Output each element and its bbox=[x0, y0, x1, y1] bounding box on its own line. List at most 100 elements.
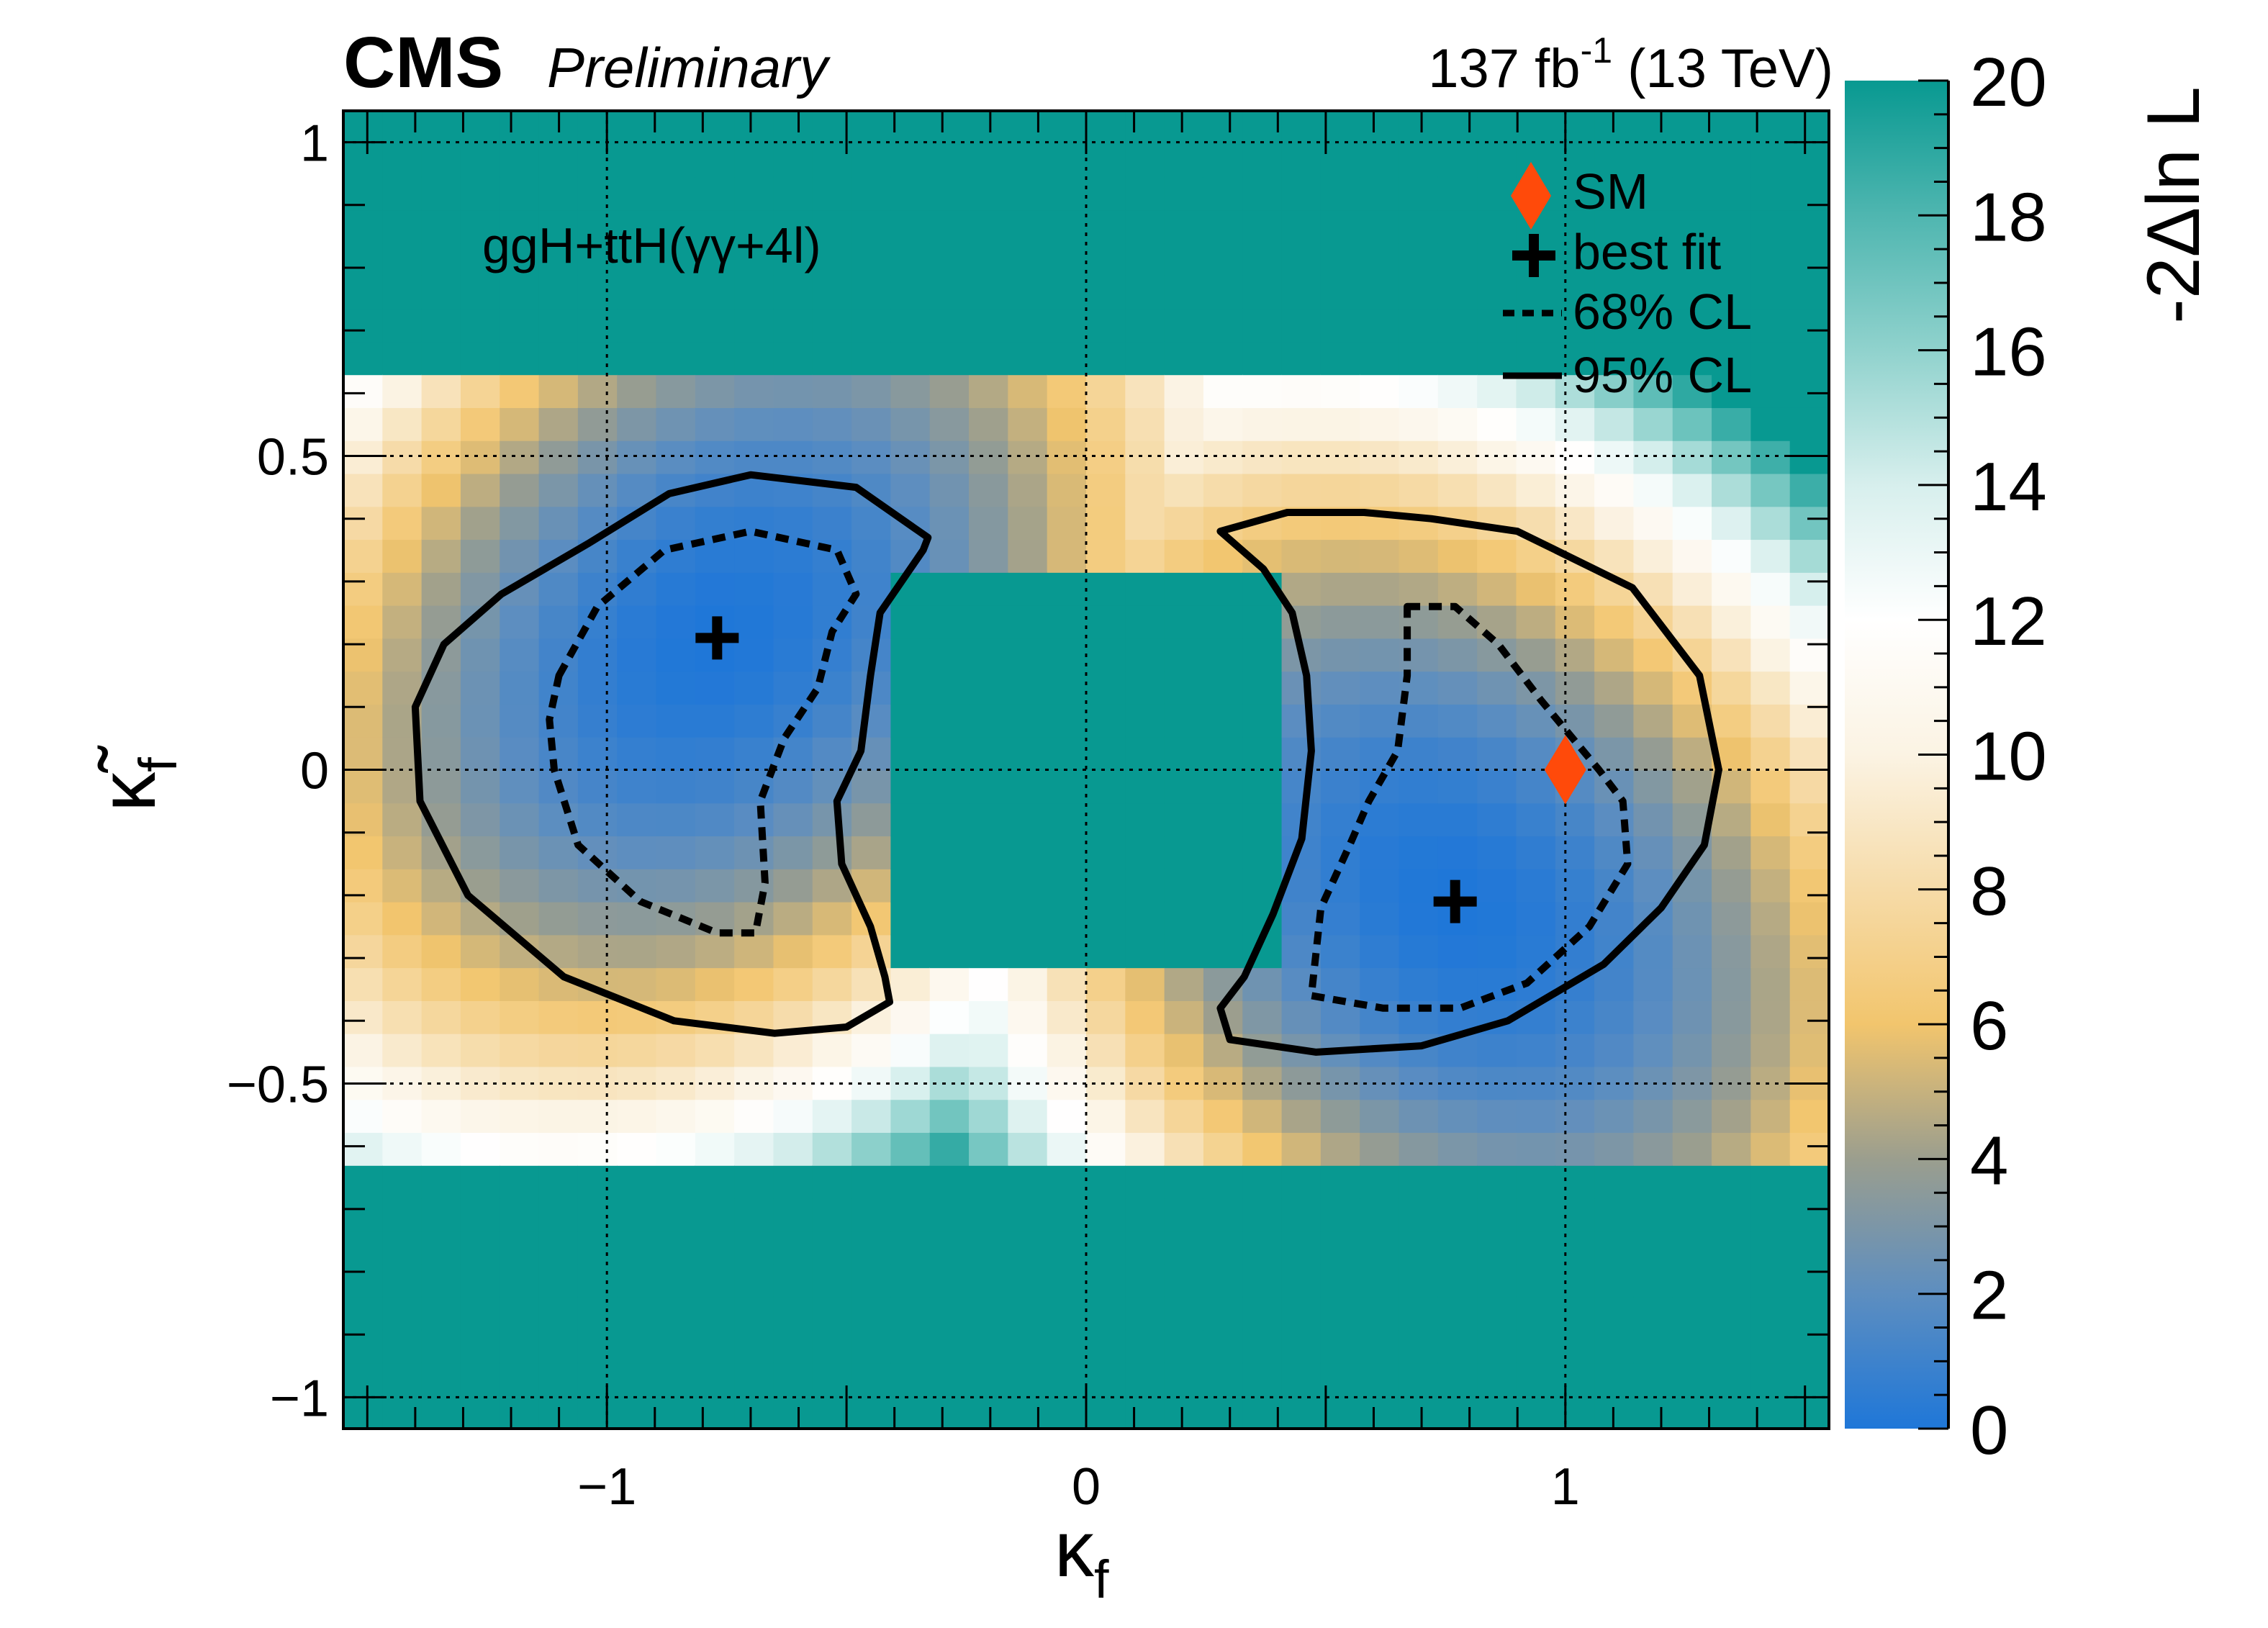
heatmap-cell bbox=[1399, 703, 1439, 738]
heatmap-cell bbox=[1633, 1132, 1673, 1166]
heatmap-cell bbox=[1437, 341, 1478, 376]
heatmap-cell bbox=[382, 1362, 423, 1397]
heatmap-cell bbox=[1164, 1329, 1204, 1364]
heatmap-cell bbox=[773, 967, 813, 1001]
heatmap-cell bbox=[1360, 703, 1400, 738]
heatmap-cell bbox=[1437, 209, 1478, 244]
heatmap-cell bbox=[734, 176, 774, 211]
heatmap-cell bbox=[734, 638, 774, 672]
heatmap-cell bbox=[1047, 1198, 1087, 1232]
heatmap-cell bbox=[1399, 1396, 1439, 1429]
heatmap-cell bbox=[1203, 671, 1244, 705]
heatmap-cell bbox=[929, 1165, 970, 1199]
heatmap-cell bbox=[1477, 374, 1517, 408]
heatmap-cell bbox=[1750, 143, 1791, 178]
heatmap-cell bbox=[1047, 1296, 1087, 1331]
heatmap-cell bbox=[1242, 209, 1283, 244]
heatmap-cell bbox=[421, 1362, 461, 1397]
heatmap-cell bbox=[1750, 934, 1791, 969]
heatmap-cell bbox=[1750, 736, 1791, 771]
heatmap-cell bbox=[656, 802, 696, 837]
heatmap-cell bbox=[1399, 571, 1439, 606]
heatmap-cell bbox=[1477, 1033, 1517, 1067]
heatmap-cell bbox=[851, 836, 892, 869]
heatmap-cell bbox=[851, 111, 892, 145]
heatmap-cell bbox=[1164, 374, 1204, 408]
heatmap-cell bbox=[929, 111, 970, 145]
heatmap-cell bbox=[1008, 1198, 1048, 1232]
colorbar-tick-label: 18 bbox=[1970, 178, 2047, 255]
heatmap-cell bbox=[421, 736, 461, 771]
heatmap-cell bbox=[1320, 967, 1361, 1001]
heatmap-cell bbox=[1086, 736, 1126, 771]
heatmap-cell bbox=[1555, 638, 1596, 672]
heatmap-cell bbox=[1555, 1132, 1596, 1166]
heatmap-cell bbox=[1086, 934, 1126, 969]
heatmap-cell bbox=[1633, 1198, 1673, 1232]
heatmap-cell bbox=[1047, 176, 1087, 211]
heatmap-cell bbox=[1360, 440, 1400, 474]
heatmap-cell bbox=[734, 1099, 774, 1134]
heatmap-cell bbox=[1125, 1362, 1165, 1397]
heatmap-cell bbox=[1086, 275, 1126, 309]
heatmap-cell bbox=[1047, 901, 1087, 936]
heatmap-cell bbox=[1008, 769, 1048, 804]
heatmap-cell bbox=[1203, 868, 1244, 903]
heatmap-cell bbox=[773, 1099, 813, 1134]
heatmap-cell bbox=[734, 1362, 774, 1397]
heatmap-cell bbox=[1047, 1165, 1087, 1199]
heatmap-cell bbox=[1633, 769, 1673, 804]
heatmap-cell bbox=[1125, 1099, 1165, 1134]
heatmap-cell bbox=[1437, 703, 1478, 738]
heatmap-cell bbox=[1320, 901, 1361, 936]
heatmap-cell bbox=[617, 111, 657, 145]
heatmap-cell bbox=[890, 1000, 931, 1034]
heatmap-cell bbox=[1086, 1296, 1126, 1331]
heatmap-cell bbox=[734, 374, 774, 408]
heatmap-cell bbox=[773, 605, 813, 639]
heatmap-cell bbox=[500, 1362, 540, 1397]
heatmap-cell bbox=[1477, 671, 1517, 705]
heatmap-cell bbox=[500, 1396, 540, 1429]
heatmap-cell bbox=[890, 769, 931, 804]
heatmap-cell bbox=[460, 1296, 501, 1331]
heatmap-cell bbox=[500, 539, 540, 573]
heatmap-cell bbox=[1555, 1362, 1596, 1397]
heatmap-cell bbox=[1125, 243, 1165, 276]
heatmap-cell bbox=[460, 769, 501, 804]
heatmap-cell bbox=[538, 473, 579, 507]
heatmap-cell bbox=[773, 176, 813, 211]
heatmap-cell bbox=[343, 374, 384, 408]
heatmap-cell bbox=[1437, 1132, 1478, 1166]
heatmap-cell bbox=[1594, 407, 1635, 441]
heatmap-cell bbox=[812, 703, 853, 738]
heatmap-cell bbox=[773, 1329, 813, 1364]
heatmap-cell bbox=[1008, 605, 1048, 639]
heatmap-cell bbox=[1086, 571, 1126, 606]
heatmap-cell bbox=[1360, 967, 1400, 1001]
heatmap-cell bbox=[1047, 836, 1087, 869]
heatmap-cell bbox=[695, 341, 736, 376]
heatmap-cell bbox=[617, 1165, 657, 1199]
heatmap-cell bbox=[1203, 1296, 1244, 1331]
best-fit-marker bbox=[695, 616, 739, 660]
heatmap-cell bbox=[382, 440, 423, 474]
heatmap-cell bbox=[382, 1329, 423, 1364]
heatmap-cell bbox=[1281, 473, 1322, 507]
heatmap-cell bbox=[577, 374, 618, 408]
heatmap-cell bbox=[656, 1264, 696, 1298]
heatmap-cell bbox=[656, 1362, 696, 1397]
heatmap-cell bbox=[1712, 1132, 1752, 1166]
heatmap-cell bbox=[577, 571, 618, 606]
heatmap-cell bbox=[656, 638, 696, 672]
heatmap-cell bbox=[851, 1165, 892, 1199]
heatmap-cell bbox=[1047, 967, 1087, 1001]
experiment-label: CMS bbox=[343, 22, 503, 103]
heatmap-cell bbox=[1164, 209, 1204, 244]
heatmap-cell bbox=[929, 1362, 970, 1397]
heatmap-cell bbox=[460, 243, 501, 276]
heatmap-cell bbox=[1399, 1264, 1439, 1298]
heatmap-cell bbox=[1594, 341, 1635, 376]
heatmap-cell bbox=[1164, 868, 1204, 903]
heatmap-cell bbox=[1712, 836, 1752, 869]
